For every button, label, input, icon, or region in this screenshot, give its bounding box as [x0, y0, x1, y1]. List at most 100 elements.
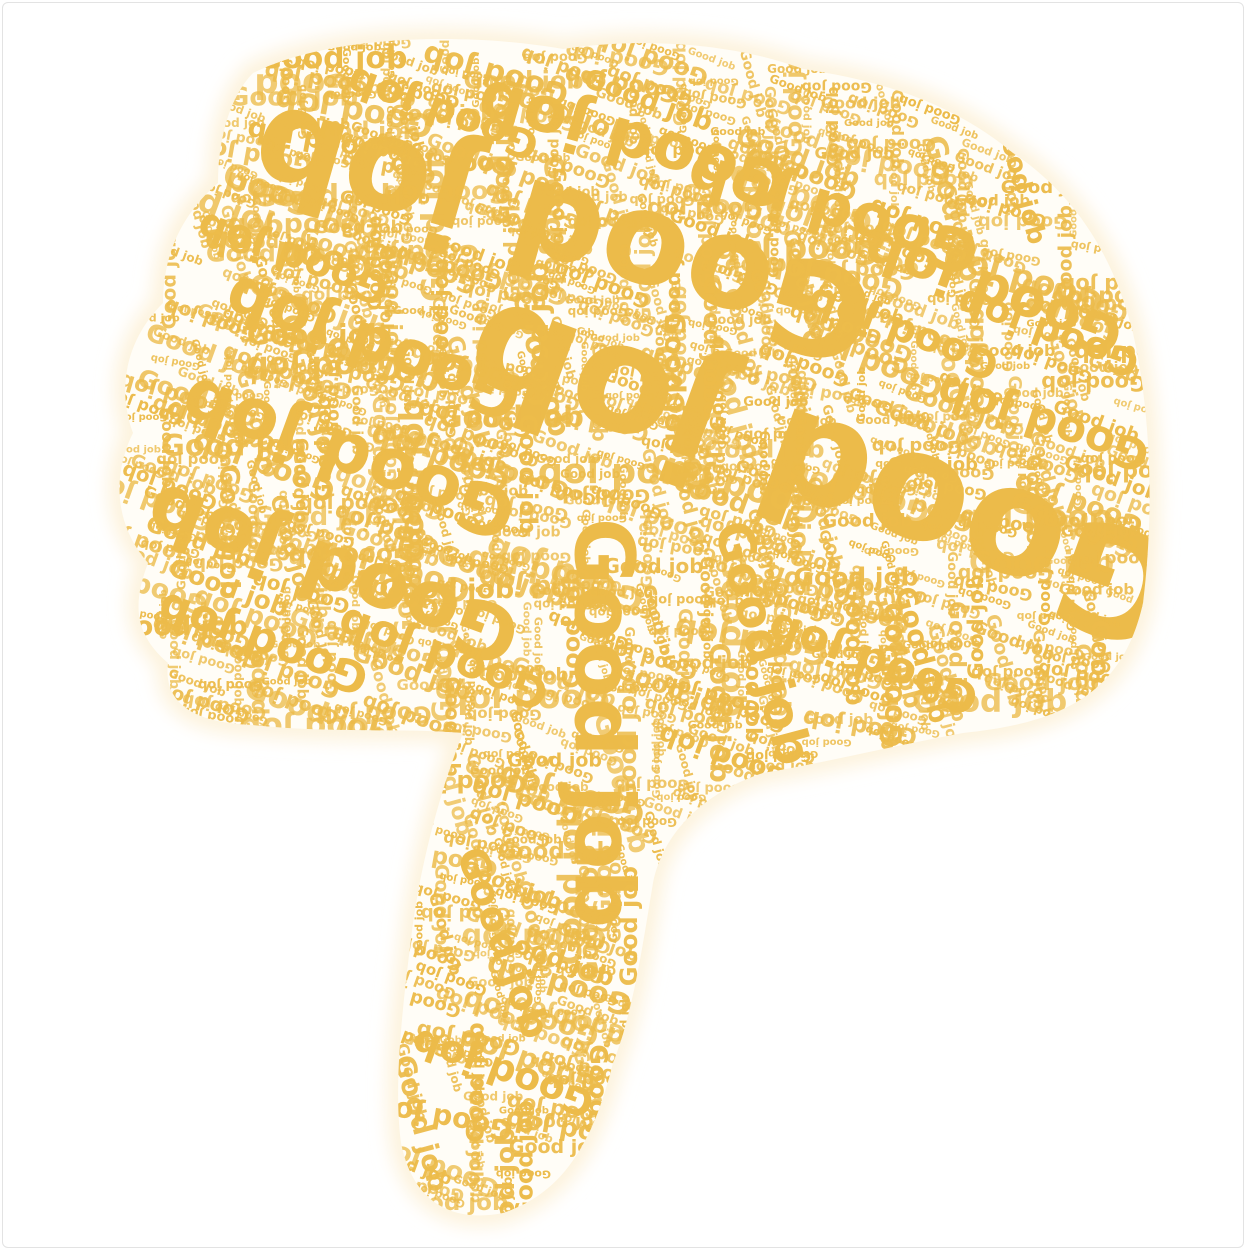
- word-good-job: Good job: [247, 318, 387, 351]
- word-good-job: Good job: [499, 367, 517, 442]
- word-good-job: Good job: [499, 167, 513, 227]
- word-good-job: Good job: [227, 211, 362, 242]
- word-good-job: Good job: [582, 211, 672, 232]
- word-good-job: Good job: [669, 280, 683, 340]
- word-good-job: Good job: [1068, 360, 1138, 376]
- word-good-job: Good job: [946, 230, 957, 280]
- word-good-job: Good job: [381, 248, 397, 318]
- word-good-job: Good job: [568, 214, 638, 230]
- word-good-job: Good job: [521, 262, 555, 407]
- word-good-job: Good job: [975, 341, 1055, 360]
- word-good-job: Good job: [224, 231, 319, 253]
- word-good-job: Good job: [946, 243, 959, 298]
- word-good-job: Good job: [261, 381, 272, 431]
- word-good-job: Good job: [888, 89, 907, 169]
- word-good-job: Good job: [436, 338, 450, 398]
- word-good-job: Good job: [463, 67, 583, 95]
- word-good-job: Good job: [802, 78, 872, 94]
- word-good-job: Good job: [743, 395, 808, 410]
- word-good-job: Good job: [639, 142, 719, 161]
- word-good-job: Good job: [1069, 549, 1154, 569]
- word-good-job: Good job: [834, 234, 884, 245]
- word-good-job: Good job: [445, 373, 460, 438]
- word-good-job: Good job: [551, 339, 562, 389]
- word-good-job: Good job: [252, 179, 402, 214]
- word-good-job: Good job: [301, 285, 386, 305]
- word-good-job: Good job: [500, 197, 524, 302]
- word-good-job: Good job: [565, 294, 620, 307]
- word-good-job: Good job: [525, 96, 538, 151]
- word-good-job: Good job: [822, 221, 897, 239]
- word-good-job: Good job: [761, 86, 779, 161]
- word-good-job: Good job: [439, 400, 584, 434]
- word-good-job: Good job: [384, 179, 509, 208]
- word-good-job: Good job: [802, 736, 852, 747]
- word-good-job: Good job: [504, 106, 519, 171]
- word-good-job: Good job: [631, 219, 655, 324]
- word-good-job: Good job: [228, 83, 358, 113]
- word-good-job: Good job: [927, 291, 992, 306]
- word-good-job: Good job: [1041, 371, 1146, 395]
- word-good-job: Good job: [710, 125, 765, 138]
- word-good-job: Good job: [383, 224, 438, 237]
- word-good-job: Good job: [470, 299, 492, 394]
- word-good-job: Good job: [705, 274, 721, 344]
- word-good-job: Good job: [384, 105, 395, 155]
- word-good-job: Good job: [824, 213, 837, 268]
- word-good-job: Good job: [706, 336, 728, 431]
- word-good-job: Good job: [451, 215, 511, 229]
- word-good-job: Good job: [567, 305, 627, 319]
- word-good-job: Good job: [888, 155, 901, 210]
- word-good-job: Good job: [346, 35, 411, 50]
- word-good-job: Good job: [590, 333, 640, 344]
- word-good-job: Good job: [707, 313, 772, 328]
- word-good-job: Good job: [626, 79, 641, 144]
- word-good-job: Good job: [1076, 460, 1186, 485]
- word-good-job: Good job: [386, 28, 397, 78]
- word-good-job: Good job: [775, 304, 830, 317]
- word-good-job: Good job: [429, 258, 454, 368]
- word-good-job: Good job: [659, 312, 692, 452]
- word-good-job: Good job: [773, 184, 784, 234]
- word-good-job: Good job: [340, 188, 430, 209]
- word-good-job: Good job: [962, 308, 990, 428]
- word-good-job: Good job: [823, 86, 842, 166]
- word-good-job: Good job: [1061, 382, 1074, 437]
- word-good-job: Good job: [280, 117, 350, 133]
- word-good-job: Good job: [767, 208, 783, 278]
- word-good-job: Good job: [725, 253, 835, 278]
- word-good-job: Good job: [698, 276, 726, 396]
- word-good-job: Good job: [792, 370, 810, 445]
- word-good-job: Good job: [379, 42, 393, 102]
- word-good-job: Good job: [438, 14, 452, 74]
- word-good-job: Good job: [711, 129, 722, 179]
- word-good-job: Good job: [471, 58, 482, 108]
- word-good-job: Good job: [313, 217, 403, 238]
- word-good-job: Good job: [652, 324, 670, 399]
- word-good-job: Good job: [206, 240, 326, 268]
- word-good-job: Good job: [326, 89, 376, 100]
- word-good-job: Good job: [516, 227, 534, 302]
- word-good-job: Good job: [629, 192, 694, 207]
- word-good-job: Good job: [390, 152, 515, 181]
- word-good-job: Good job: [563, 190, 628, 205]
- word-good-job: Good job: [844, 118, 894, 129]
- word-good-job: Good job: [1055, 205, 1077, 300]
- word-good-job: Good job: [322, 346, 343, 436]
- word-good-job: Good job: [977, 239, 992, 304]
- word-good-job: Good job: [776, 414, 836, 428]
- word-good-job: Good job: [398, 169, 416, 244]
- word-good-job: Good job: [698, 353, 724, 468]
- word-good-job: Good job: [535, 185, 600, 200]
- word-good-job: Good job: [340, 48, 353, 103]
- word-good-job: Good job: [522, 49, 587, 64]
- word-good-job: Good job: [349, 385, 365, 455]
- word-good-job: Good job: [118, 411, 168, 422]
- word-good-job: Good job: [821, 94, 901, 113]
- word-good-job: Good job: [811, 259, 916, 283]
- word-good-job: Good job: [715, 233, 880, 272]
- word-good-job: Good job: [1026, 318, 1076, 329]
- word-good-job: Good job: [390, 102, 495, 126]
